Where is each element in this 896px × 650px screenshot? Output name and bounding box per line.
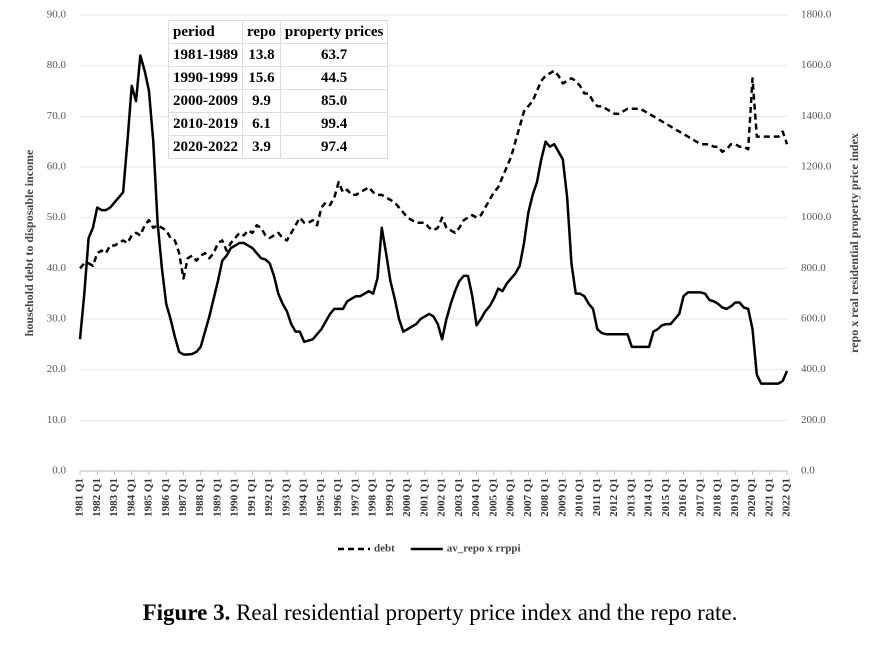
x-tick-label: 2008 Q1 — [539, 478, 551, 517]
y2-tick-label: 1400.0 — [801, 110, 832, 122]
y-tick-label: 30.0 — [47, 313, 67, 325]
x-tick-label: 2001 Q1 — [418, 478, 430, 517]
x-tick-label: 1996 Q1 — [332, 478, 344, 517]
table-cell: property prices — [279, 20, 389, 44]
x-tick-label: 2017 Q1 — [694, 478, 706, 517]
table-cell: period — [168, 20, 243, 44]
x-tick-label: 2021 Q1 — [763, 478, 775, 517]
y2-tick-label: 600.0 — [801, 313, 826, 325]
legend-label: debt — [374, 543, 395, 555]
x-tick-label: 2006 Q1 — [505, 478, 517, 517]
caption-text: Real residential property price index an… — [236, 600, 738, 625]
series-line — [78, 54, 789, 385]
y-tick-label: 90.0 — [47, 9, 67, 21]
table-cell: 2000-2009 — [168, 89, 243, 113]
x-tick-label: 2013 Q1 — [625, 478, 637, 517]
table-cell: 85.0 — [279, 89, 389, 113]
table-row: period repo property prices — [168, 20, 389, 44]
x-tick-label: 1991 Q1 — [246, 478, 258, 517]
table-cell: repo — [242, 20, 281, 44]
x-tick-label: 1995 Q1 — [315, 478, 327, 517]
x-tick-label: 2018 Q1 — [712, 478, 724, 517]
table-cell: 1981-1989 — [168, 43, 243, 67]
caption-label: Figure 3. — [142, 600, 231, 625]
x-tick-label: 2014 Q1 — [643, 478, 655, 517]
x-tick-label: 1999 Q1 — [384, 478, 396, 517]
x-tick-label: 1992 Q1 — [263, 478, 275, 517]
y2-axis-label: repo x real residential property price i… — [847, 133, 861, 353]
y-tick-label: 0.0 — [52, 465, 66, 477]
table-row: 2020-2022 3.9 97.4 — [168, 135, 389, 159]
x-tick-label: 2010 Q1 — [574, 478, 586, 517]
y2-tick-label: 400.0 — [801, 363, 826, 375]
x-tick-label: 1986 Q1 — [160, 478, 172, 517]
y2-tick-label: 1200.0 — [801, 161, 832, 173]
x-tick-label: 2002 Q1 — [436, 478, 448, 517]
x-tick-label: 1997 Q1 — [349, 478, 361, 517]
table-row: 2000-2009 9.9 85.0 — [168, 89, 389, 113]
table-cell: 6.1 — [242, 112, 281, 136]
x-tick-label: 1989 Q1 — [211, 478, 223, 517]
table-cell: 3.9 — [242, 135, 281, 159]
table-cell: 2010-2019 — [168, 112, 243, 136]
x-tick-label: 2012 Q1 — [608, 478, 620, 517]
x-tick-label: 1981 Q1 — [74, 478, 86, 517]
x-tick-label: 2022 Q1 — [781, 478, 793, 517]
table-row: 1990-1999 15.6 44.5 — [168, 66, 389, 90]
y-tick-label: 10.0 — [47, 414, 67, 426]
x-tick-label: 2004 Q1 — [470, 478, 482, 517]
y-tick-label: 40.0 — [47, 262, 67, 274]
x-tick-label: 2015 Q1 — [660, 478, 672, 517]
y-tick-label: 20.0 — [47, 363, 67, 375]
y2-tick-label: 1600.0 — [801, 59, 832, 71]
x-tick-label: 2020 Q1 — [746, 478, 758, 517]
x-tick-label: 1985 Q1 — [143, 478, 155, 517]
x-tick-label: 1988 Q1 — [194, 478, 206, 517]
chart: household debt to disposable income repo… — [22, 9, 861, 555]
x-tick-label: 2009 Q1 — [556, 478, 568, 517]
y-axis-label: household debt to disposable income — [22, 149, 36, 336]
y2-tick-label: 1800.0 — [801, 9, 832, 21]
y2-tick-label: 1000.0 — [801, 211, 832, 223]
table-row: 2010-2019 6.1 99.4 — [168, 112, 389, 136]
y-tick-label: 60.0 — [47, 161, 67, 173]
table-cell: 2020-2022 — [168, 135, 243, 159]
table-cell: 15.6 — [242, 66, 281, 90]
table-cell: 99.4 — [279, 112, 389, 136]
table-cell: 44.5 — [279, 66, 389, 90]
y-tick-label: 70.0 — [47, 110, 67, 122]
table-cell: 9.9 — [242, 89, 281, 113]
y2-tick-label: 800.0 — [801, 262, 826, 274]
summary-table: period repo property prices 1981-1989 13.8 63… — [168, 20, 389, 159]
table-row: 1981-1989 13.8 63.7 — [168, 43, 389, 67]
table-cell: 63.7 — [279, 43, 389, 67]
table-cell: 97.4 — [279, 135, 389, 159]
x-tick-label: 2016 Q1 — [677, 478, 689, 517]
y2-tick-label: 0.0 — [801, 465, 815, 477]
x-tick-label: 1993 Q1 — [280, 478, 292, 517]
x-tick-label: 1984 Q1 — [125, 478, 137, 517]
legend-label: av_repo x rrppi — [447, 543, 521, 555]
caption: Figure 3. Real residential property pric… — [0, 600, 880, 626]
x-tick-label: 2003 Q1 — [453, 478, 465, 517]
x-tick-label: 2007 Q1 — [522, 478, 534, 517]
x-tick-label: 2005 Q1 — [487, 478, 499, 517]
table-cell: 1990-1999 — [168, 66, 243, 90]
x-tick-label: 1987 Q1 — [177, 478, 189, 517]
x-tick-label: 2000 Q1 — [401, 478, 413, 517]
x-tick-label: 1994 Q1 — [298, 478, 310, 517]
x-tick-label: 2019 Q1 — [729, 478, 741, 517]
y2-tick-label: 200.0 — [801, 414, 826, 426]
x-tick-label: 2011 Q1 — [591, 478, 603, 516]
x-tick-label: 1982 Q1 — [91, 478, 103, 517]
x-tick-label: 1983 Q1 — [108, 478, 120, 517]
y-tick-label: 80.0 — [47, 59, 67, 71]
x-tick-label: 1998 Q1 — [367, 478, 379, 517]
table-cell: 13.8 — [242, 43, 281, 67]
y-tick-label: 50.0 — [47, 211, 67, 223]
series-line — [79, 69, 789, 280]
x-tick-label: 1990 Q1 — [229, 478, 241, 517]
